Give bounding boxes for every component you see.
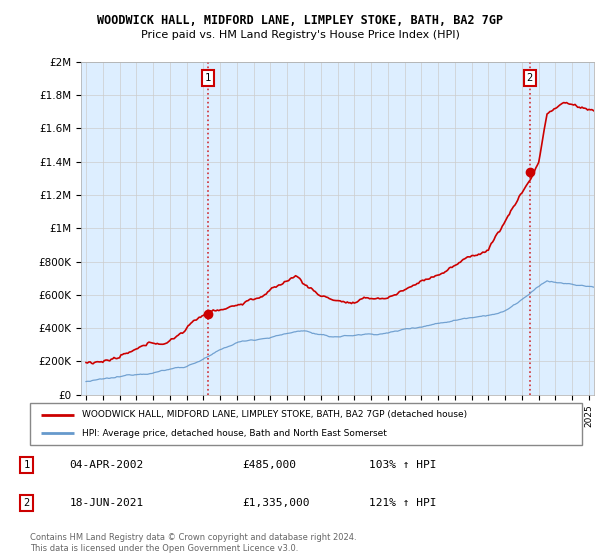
Text: 103% ↑ HPI: 103% ↑ HPI [369,460,437,470]
FancyBboxPatch shape [30,403,582,445]
Text: Contains HM Land Registry data © Crown copyright and database right 2024.: Contains HM Land Registry data © Crown c… [30,533,356,542]
Text: WOODWICK HALL, MIDFORD LANE, LIMPLEY STOKE, BATH, BA2 7GP: WOODWICK HALL, MIDFORD LANE, LIMPLEY STO… [97,14,503,27]
Text: £485,000: £485,000 [242,460,296,470]
Text: 04-APR-2002: 04-APR-2002 [70,460,144,470]
Text: 18-JUN-2021: 18-JUN-2021 [70,498,144,508]
Text: WOODWICK HALL, MIDFORD LANE, LIMPLEY STOKE, BATH, BA2 7GP (detached house): WOODWICK HALL, MIDFORD LANE, LIMPLEY STO… [82,410,467,419]
Text: 2: 2 [23,498,29,508]
Text: This data is licensed under the Open Government Licence v3.0.: This data is licensed under the Open Gov… [30,544,298,553]
Text: HPI: Average price, detached house, Bath and North East Somerset: HPI: Average price, detached house, Bath… [82,429,388,438]
Text: 2: 2 [526,73,533,83]
Text: 1: 1 [205,73,211,83]
Text: 121% ↑ HPI: 121% ↑ HPI [369,498,437,508]
Text: 1: 1 [23,460,29,470]
Text: £1,335,000: £1,335,000 [242,498,310,508]
Text: Price paid vs. HM Land Registry's House Price Index (HPI): Price paid vs. HM Land Registry's House … [140,30,460,40]
